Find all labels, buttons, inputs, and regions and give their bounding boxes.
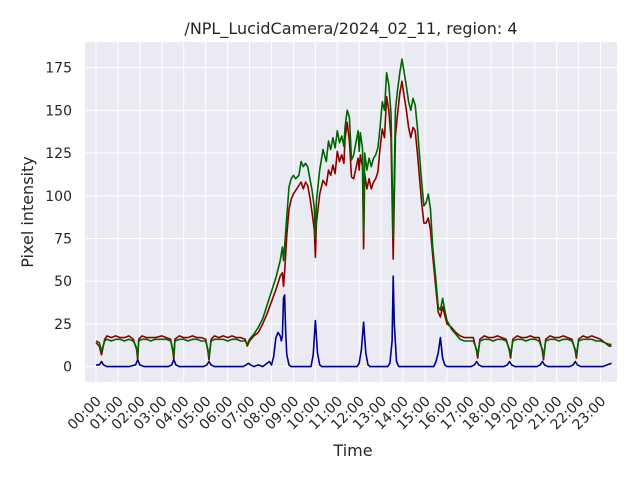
plot-background bbox=[85, 42, 617, 382]
y-tick-labels: 0 25 50 75 100 125 150 175 bbox=[45, 61, 72, 376]
series-group bbox=[95, 58, 612, 368]
y-tick-label: 125 bbox=[45, 146, 72, 162]
x-tick-labels: 00:0001:0002:0003:0004:0005:0006:0007:00… bbox=[65, 394, 609, 434]
y-tick-label: 0 bbox=[63, 360, 72, 376]
grid bbox=[85, 42, 617, 382]
y-tick-label: 100 bbox=[45, 189, 72, 205]
y-axis-label: Pixel intensity bbox=[18, 156, 37, 267]
chart-title: /NPL_LucidCamera/2024_02_11, region: 4 bbox=[184, 19, 517, 39]
x-axis-label: Time bbox=[332, 441, 372, 460]
y-tick-label: 175 bbox=[45, 61, 72, 77]
y-tick-label: 50 bbox=[54, 274, 72, 290]
y-tick-label: 150 bbox=[45, 103, 72, 119]
series-line-3 bbox=[96, 275, 612, 368]
y-tick-label: 25 bbox=[54, 317, 72, 333]
series-line-2 bbox=[95, 58, 612, 358]
y-tick-label: 75 bbox=[54, 231, 72, 247]
